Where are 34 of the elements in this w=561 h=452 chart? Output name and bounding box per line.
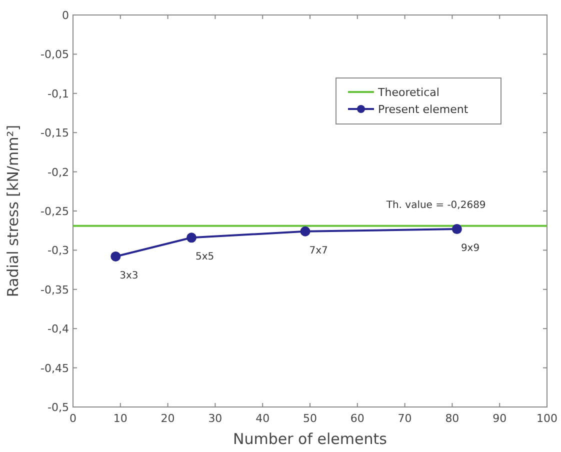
y-tick-label: -0,45 [40,362,69,375]
point [300,226,310,236]
annotation: 3x3 [120,270,138,282]
x-tick-label: 60 [350,412,364,425]
y-axis-title: Radial stress [kN/mm²] [4,124,22,298]
legend-label: Theoretical [377,86,440,99]
y-tick-label: 0 [62,9,69,22]
x-axis-title: Number of elements [233,430,388,448]
y-tick-label: -0,4 [48,322,69,336]
x-tick-label: 70 [398,412,412,425]
y-tick-label: -0,35 [40,283,69,296]
x-tick-label: 10 [113,412,128,425]
x-tick-label: 90 [492,412,507,425]
y-tick-label: -0,05 [40,48,69,62]
x-tick-label: 20 [160,412,175,425]
annotation: 5x5 [196,252,214,263]
y-tick-label: -0,3 [48,244,69,258]
x-tick-label: 50 [303,412,317,425]
x-tick-label: 100 [536,412,558,425]
y-tick-label: -0,15 [40,126,69,140]
x-tick-label: 40 [256,412,270,425]
point [110,251,121,262]
point [186,232,196,243]
y-tick-label: -0,1 [48,87,69,100]
annotation: 7x7 [309,245,328,256]
y-tick-label: -0,2 [48,166,69,179]
point [452,224,462,234]
x-tick-label: 30 [208,412,222,425]
x-tick-label: 80 [445,412,460,425]
y-tick-label: -0,5 [48,401,69,414]
y-tick-label: -0,25 [40,205,69,218]
annotation: 9x9 [460,243,480,254]
annotation: Th. value = -0,2689 [385,200,486,211]
legend-label: Present element [378,103,469,116]
